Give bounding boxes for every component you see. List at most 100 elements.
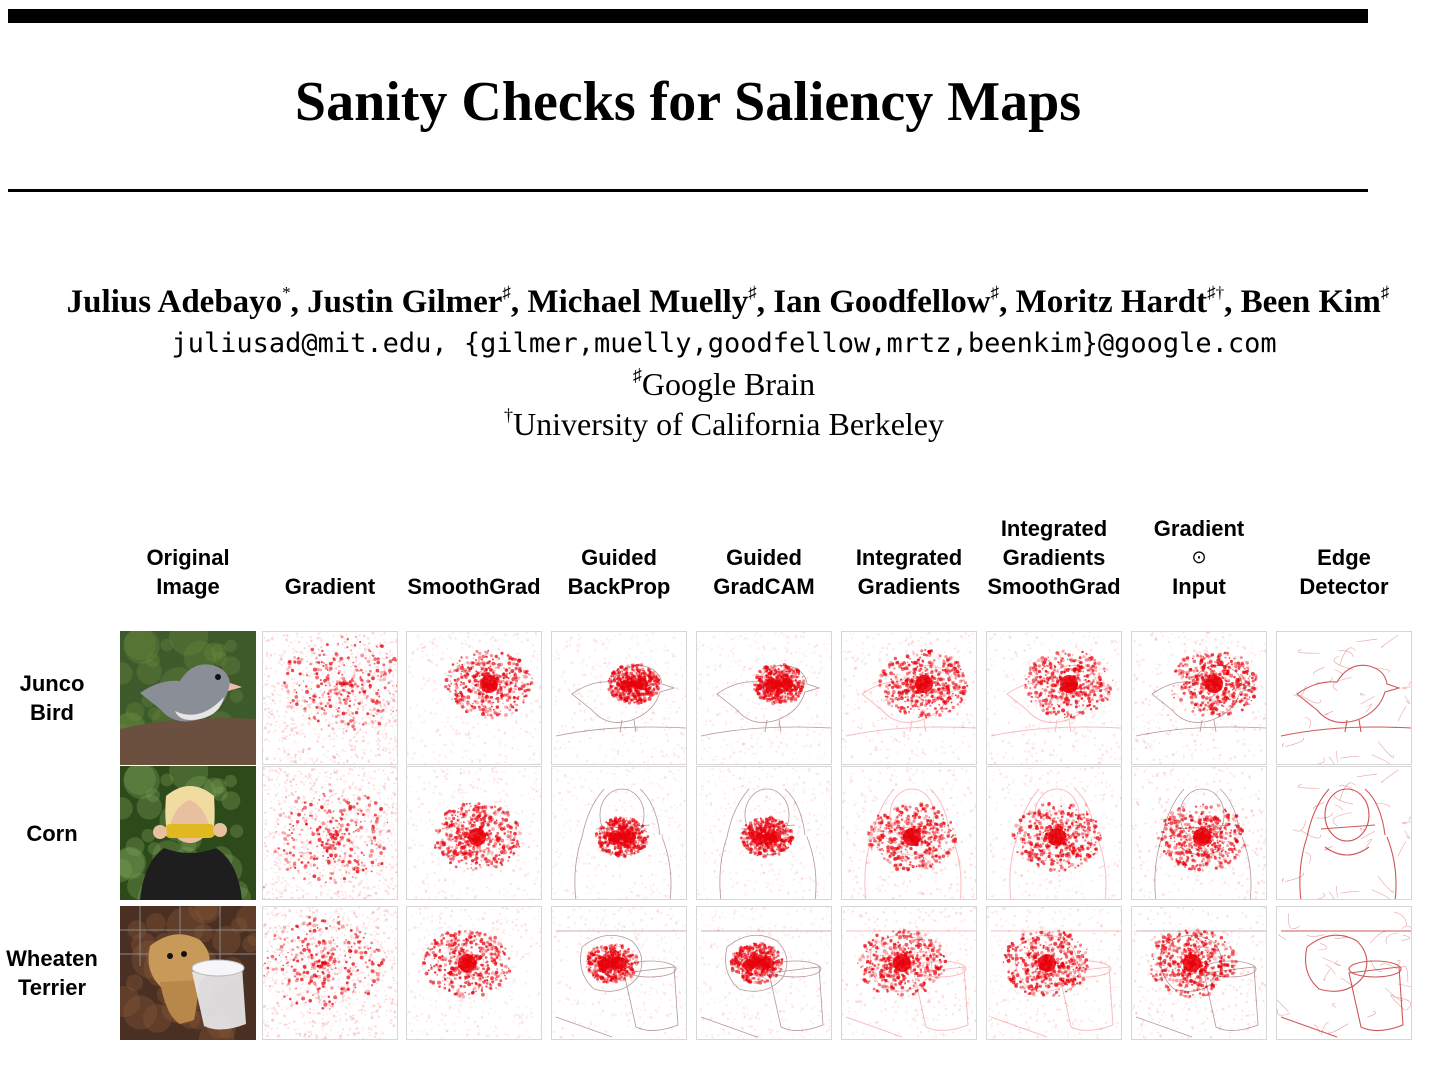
saliency-map-image bbox=[407, 907, 541, 1039]
author-separator: , bbox=[291, 284, 308, 320]
saliency-map-cell bbox=[841, 631, 977, 765]
saliency-map-image bbox=[697, 907, 831, 1039]
row-label: Corn bbox=[0, 819, 104, 848]
saliency-map-image bbox=[1132, 907, 1266, 1039]
affiliation-google-brain: ♯Google Brain bbox=[0, 366, 1438, 403]
row-label: Junco Bird bbox=[0, 669, 104, 727]
column-header-line: SmoothGrad bbox=[979, 572, 1129, 601]
author-mark: ♯† bbox=[1207, 283, 1224, 302]
saliency-map-image bbox=[697, 632, 831, 764]
saliency-map-image bbox=[407, 632, 541, 764]
column-header: Edge Detector bbox=[1269, 543, 1419, 601]
saliency-map-cell bbox=[1131, 766, 1267, 900]
column-header: Guided BackProp bbox=[544, 543, 694, 601]
author-emails: juliusad@mit.edu, {gilmer,muelly,goodfel… bbox=[0, 328, 1438, 359]
column-header-line: Guided bbox=[689, 543, 839, 572]
saliency-map-image bbox=[842, 907, 976, 1039]
saliency-map-image bbox=[1132, 767, 1266, 899]
saliency-map-cell bbox=[1131, 906, 1267, 1040]
saliency-map-image bbox=[552, 767, 686, 899]
row-label: Wheaten Terrier bbox=[0, 944, 104, 1002]
author-mark: ♯ bbox=[1381, 283, 1390, 302]
column-header-line: Detector bbox=[1269, 572, 1419, 601]
edge-map-image bbox=[1277, 911, 1411, 1038]
author-separator: , bbox=[1224, 284, 1241, 320]
saliency-map-cell bbox=[262, 766, 398, 900]
saliency-map-image bbox=[1132, 632, 1266, 764]
edge-map-image bbox=[1282, 769, 1411, 899]
saliency-map-cell bbox=[696, 906, 832, 1040]
saliency-map-cell bbox=[406, 766, 542, 900]
affiliation-mark: ♯ bbox=[633, 365, 642, 385]
author-name: Moritz Hardt bbox=[1016, 284, 1208, 320]
saliency-map-cell bbox=[986, 906, 1122, 1040]
saliency-map-cell bbox=[406, 906, 542, 1040]
column-header-line: Gradients bbox=[834, 572, 984, 601]
column-header-line: BackProp bbox=[544, 572, 694, 601]
author-list: Julius Adebayo*, Justin Gilmer♯, Michael… bbox=[0, 284, 1438, 321]
column-header-line: Edge bbox=[1269, 543, 1419, 572]
column-header-line: SmoothGrad bbox=[399, 572, 549, 601]
author-mark: ♯ bbox=[991, 283, 1000, 302]
saliency-map-image bbox=[552, 907, 686, 1039]
author-name: Ian Goodfellow bbox=[773, 284, 990, 320]
column-header: Integrated Gradients SmoothGrad bbox=[979, 514, 1129, 601]
saliency-map-cell bbox=[841, 906, 977, 1040]
column-header: Gradient ⊙ Input bbox=[1124, 514, 1274, 601]
column-header-line: Integrated bbox=[979, 514, 1129, 543]
edge-map-image bbox=[1280, 634, 1411, 764]
affiliation-berkeley: †University of California Berkeley bbox=[0, 406, 1438, 443]
author-separator: , bbox=[999, 284, 1016, 320]
saliency-map-cell bbox=[551, 906, 687, 1040]
saliency-map-cell bbox=[986, 631, 1122, 765]
saliency-map-cell bbox=[551, 766, 687, 900]
author-name: Julius Adebayo bbox=[67, 284, 283, 320]
photo-cell bbox=[120, 631, 256, 765]
author-name: Justin Gilmer bbox=[307, 284, 502, 320]
photo-cell bbox=[120, 766, 256, 900]
author-name: Michael Muelly bbox=[527, 284, 748, 320]
row-label-line: Junco bbox=[0, 669, 104, 698]
column-header-line: Gradient bbox=[255, 572, 405, 601]
column-header: Gradient bbox=[255, 572, 405, 601]
author-name: Been Kim bbox=[1241, 284, 1381, 320]
saliency-map-image bbox=[263, 907, 397, 1039]
saliency-map-cell bbox=[696, 766, 832, 900]
saliency-map-cell bbox=[406, 631, 542, 765]
photo-cell bbox=[120, 906, 256, 1040]
saliency-map-image bbox=[987, 907, 1121, 1039]
column-header: Integrated Gradients bbox=[834, 543, 984, 601]
column-header-line: ⊙ bbox=[1124, 543, 1274, 572]
affiliation-mark: † bbox=[504, 405, 513, 425]
saliency-map-cell bbox=[262, 906, 398, 1040]
affiliation-name: University of California Berkeley bbox=[513, 406, 944, 442]
row-label-line: Bird bbox=[0, 698, 104, 727]
saliency-map-cell bbox=[841, 766, 977, 900]
row-label-line: Corn bbox=[0, 819, 104, 848]
saliency-map-image bbox=[987, 767, 1121, 899]
saliency-map-image bbox=[842, 767, 976, 899]
saliency-map-image bbox=[842, 632, 976, 764]
saliency-map-image bbox=[552, 632, 686, 764]
paper-title: Sanity Checks for Saliency Maps bbox=[0, 70, 1376, 134]
column-header-line: Gradient bbox=[1124, 514, 1274, 543]
column-header-line: Gradients bbox=[979, 543, 1129, 572]
affiliation-name: Google Brain bbox=[642, 366, 815, 402]
photo-image bbox=[120, 906, 256, 1040]
saliency-map-image bbox=[263, 632, 397, 764]
edge-map-cell bbox=[1276, 631, 1412, 765]
column-header-line: GradCAM bbox=[689, 572, 839, 601]
photo-image bbox=[120, 631, 256, 765]
title-rule bbox=[8, 189, 1368, 192]
row-label-line: Wheaten bbox=[0, 944, 104, 973]
edge-map-cell bbox=[1276, 906, 1412, 1040]
saliency-map-image bbox=[263, 767, 397, 899]
saliency-map-cell bbox=[696, 631, 832, 765]
column-header-line: Original bbox=[113, 543, 263, 572]
top-rule bbox=[8, 9, 1368, 23]
author-separator: , bbox=[757, 284, 774, 320]
column-header-line: Input bbox=[1124, 572, 1274, 601]
author-separator: , bbox=[511, 284, 528, 320]
column-header: Guided GradCAM bbox=[689, 543, 839, 601]
column-header: SmoothGrad bbox=[399, 572, 549, 601]
